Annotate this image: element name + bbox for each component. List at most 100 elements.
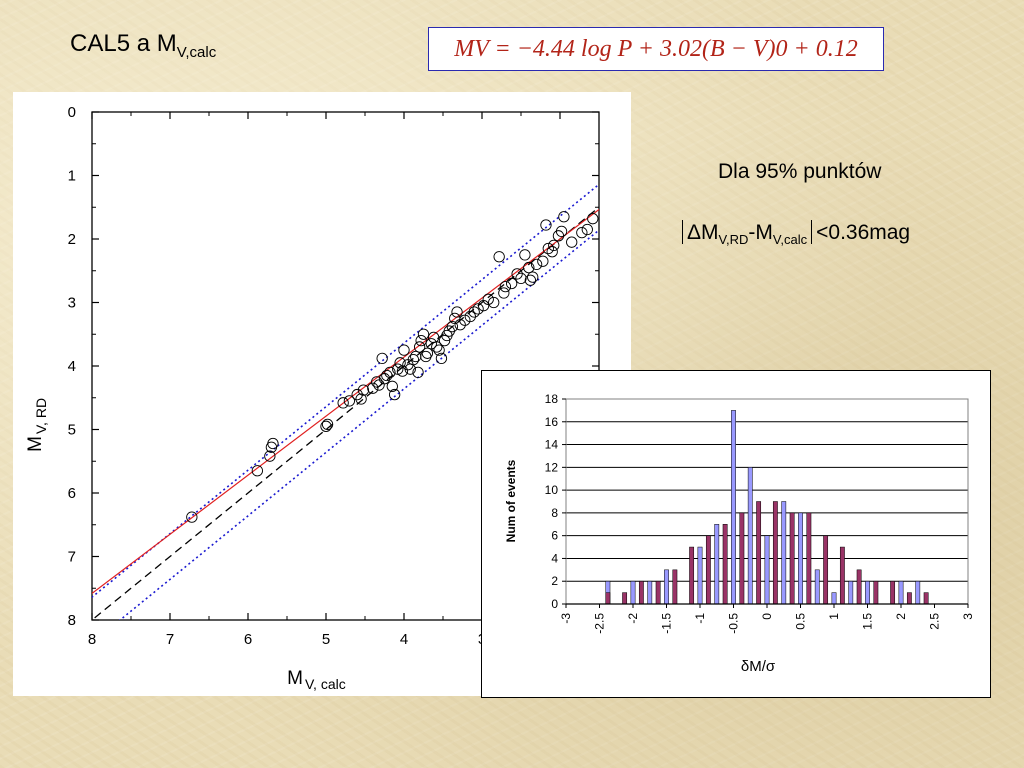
histogram-x-tick-group: 2 xyxy=(894,613,908,620)
formula-text: MV = −4.44 log P + 3.02(B − V)0 + 0.12 xyxy=(454,35,858,62)
data-point xyxy=(530,258,543,271)
data-point xyxy=(410,350,422,363)
data-point xyxy=(394,357,406,369)
histogram-bar-maroon xyxy=(906,592,912,605)
histogram-bar-maroon xyxy=(890,580,896,605)
histogram-bar-blue xyxy=(915,580,921,605)
data-point xyxy=(537,255,549,267)
scatter-chart: 8765432012345678 M V, calc M V, RD xyxy=(25,104,600,692)
data-point xyxy=(546,246,558,258)
histogram-bar-maroon xyxy=(873,580,879,605)
data-point xyxy=(555,225,568,238)
data-point xyxy=(264,450,276,462)
histogram-bar-maroon xyxy=(622,592,628,605)
delta-main: ΔM xyxy=(687,221,719,244)
y-axis-label-sub: V, RD xyxy=(33,398,49,434)
histogram-bar-maroon xyxy=(638,580,644,605)
histogram-bar-maroon xyxy=(856,569,862,605)
data-point xyxy=(482,293,494,305)
histogram-bar-blue xyxy=(630,580,636,605)
slide-title-main: CAL5 a M xyxy=(70,30,177,57)
histogram-bar-maroon xyxy=(923,592,929,605)
data-point xyxy=(468,306,480,318)
histogram-x-tick-label: 2.5 xyxy=(928,613,942,630)
histogram-x-label: δM/σ xyxy=(741,658,776,675)
histogram-x-tick-label: -0.5 xyxy=(727,613,741,634)
y-tick-label: 7 xyxy=(68,549,76,566)
y-tick-label: 3 xyxy=(68,295,76,312)
histogram-bar-blue xyxy=(848,580,854,605)
x-tick-label: 7 xyxy=(166,631,174,648)
histogram-bar-blue xyxy=(814,569,820,605)
delta-tail: <0.36mag xyxy=(816,221,911,244)
histogram-bar-blue xyxy=(664,569,669,605)
data-point xyxy=(267,437,279,450)
histogram-bar-blue xyxy=(714,524,720,605)
histogram-x-tick-label: -2.5 xyxy=(593,613,607,634)
abs-bar-left xyxy=(682,220,683,244)
histogram-x-tick-group: -1.5 xyxy=(660,613,674,634)
histogram-x-tick-group: -2.5 xyxy=(593,613,607,634)
histogram-y-tick-label: 14 xyxy=(545,438,559,452)
data-point xyxy=(425,338,437,350)
histogram-bar-maroon xyxy=(722,524,728,605)
histogram-x-tick-group: -1 xyxy=(693,613,707,624)
data-point xyxy=(371,376,383,388)
data-point xyxy=(321,418,334,431)
histogram-bar-blue xyxy=(731,410,736,605)
data-point xyxy=(524,274,537,286)
histogram-x-tick-group: -2 xyxy=(626,613,640,624)
histogram-x-tick-label: -1.5 xyxy=(660,613,674,634)
histogram-chart-panel: 0 2 4 6 8 10 12 14 16 18 -3 -2.5 -2 -1.5 -1 -0.5 0 0.5 1 1.… xyxy=(481,370,991,698)
histogram-x-tick-group: -0.5 xyxy=(727,613,741,634)
data-point xyxy=(413,341,426,353)
data-point xyxy=(542,242,554,255)
data-point xyxy=(398,344,410,356)
data-point xyxy=(464,310,476,323)
histogram-bar-blue xyxy=(764,535,770,605)
histogram-bar-blue xyxy=(865,580,870,605)
delta-sub-rd: V,RD xyxy=(718,232,749,248)
histogram-bar-blue xyxy=(647,580,653,605)
histogram-x-tick-group: 1.5 xyxy=(861,613,875,630)
y-tick-label: 6 xyxy=(68,485,76,502)
histogram-y-tick-label: 4 xyxy=(551,551,558,565)
histogram-bar-maroon xyxy=(655,580,661,605)
histogram-x-tick-group: 0.5 xyxy=(794,613,808,630)
y-tick-label: 1 xyxy=(68,168,76,185)
data-point xyxy=(488,296,500,309)
histogram-bar-maroon xyxy=(605,592,611,605)
abs-bar-right xyxy=(811,220,813,244)
histogram-bar-maroon xyxy=(772,501,778,605)
data-point xyxy=(505,277,518,290)
data-point xyxy=(515,272,527,285)
note-delta-limit: ΔMV,RD-MV,calc <0.36mag xyxy=(678,220,910,247)
y-tick-label: 8 xyxy=(68,612,76,629)
data-point xyxy=(558,211,570,223)
histogram-x-tick-group: 3 xyxy=(961,613,975,620)
histogram-x-tick-label: 0 xyxy=(760,613,774,620)
histogram-x-tick-label: -2 xyxy=(626,613,640,624)
data-point xyxy=(251,465,264,477)
x-tick-label: 6 xyxy=(244,631,252,648)
data-point xyxy=(581,223,593,236)
histogram-x-tick-group: 1 xyxy=(827,613,841,620)
data-point xyxy=(421,347,434,359)
y-tick-label: 2 xyxy=(68,231,76,248)
histogram-x-tick-label: 1 xyxy=(827,613,841,620)
histogram-x-tick-label: 1.5 xyxy=(861,613,875,630)
data-point xyxy=(438,334,451,347)
data-point xyxy=(412,366,424,378)
histogram-x-tick-label: 2 xyxy=(894,613,908,620)
data-point xyxy=(373,379,385,391)
x-axis-label-sub: V, calc xyxy=(305,676,346,692)
note-95-percent: Dla 95% punktów xyxy=(718,160,882,183)
data-point xyxy=(417,328,430,340)
data-point xyxy=(388,388,401,401)
data-point xyxy=(498,287,510,299)
formula-box: MV = −4.44 log P + 3.02(B − V)0 + 0.12 xyxy=(428,27,884,71)
delta-mid: -M xyxy=(748,221,773,244)
data-point xyxy=(472,303,484,315)
data-point xyxy=(384,366,396,378)
histogram-y-tick-label: 6 xyxy=(551,529,558,543)
